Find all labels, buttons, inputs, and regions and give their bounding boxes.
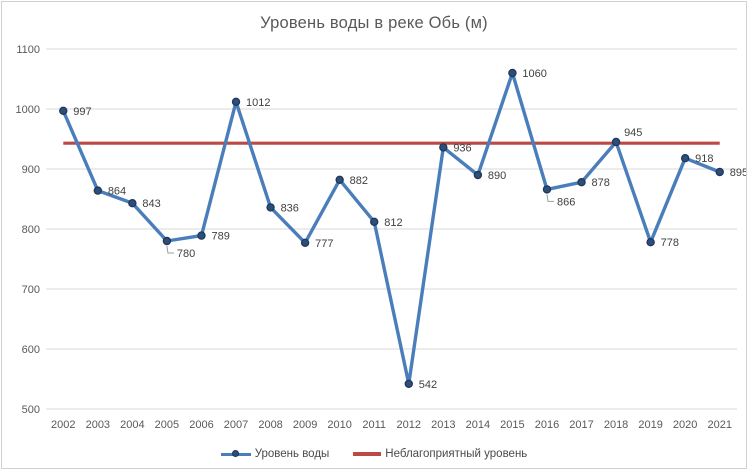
chart-legend: Уровень воды Неблагоприятный уровень <box>2 446 746 462</box>
legend-item-water-level: Уровень воды <box>220 448 330 460</box>
x-tick-label: 2003 <box>86 419 110 431</box>
data-point-label: 882 <box>350 175 368 187</box>
legend-line-marker-icon <box>220 449 251 457</box>
x-tick-label: 2014 <box>466 419 490 431</box>
data-point-marker <box>370 217 379 226</box>
x-tick-label: 2017 <box>569 419 593 431</box>
data-point-marker <box>508 68 517 78</box>
data-point-label: 1012 <box>246 97 270 109</box>
x-tick-label: 2006 <box>189 419 213 431</box>
data-point-label: 918 <box>695 153 713 165</box>
x-tick-label: 2010 <box>327 419 351 431</box>
x-tick-label: 2021 <box>707 419 731 431</box>
x-tick-label: 2020 <box>673 419 697 431</box>
data-point-marker <box>335 175 344 184</box>
y-tick-label: 1000 <box>16 104 40 116</box>
leader-line <box>546 194 554 202</box>
x-tick-label: 2012 <box>397 419 421 431</box>
x-tick-label: 2015 <box>500 419 524 431</box>
data-point-marker <box>404 379 413 388</box>
data-point-label: 945 <box>624 127 642 139</box>
y-tick-label: 600 <box>22 344 40 356</box>
data-point-marker <box>542 185 552 194</box>
x-tick-label: 2019 <box>638 419 662 431</box>
data-point-label: 1060 <box>522 68 546 80</box>
data-point-marker <box>197 231 206 240</box>
x-tick-label: 2008 <box>258 419 282 431</box>
x-tick-label: 2005 <box>155 419 179 431</box>
x-tick-label: 2007 <box>224 419 248 431</box>
data-point-marker <box>715 167 724 177</box>
x-tick-label: 2011 <box>362 419 386 431</box>
data-point-marker <box>577 177 586 187</box>
data-point-label: 778 <box>661 237 679 249</box>
data-point-label: 812 <box>384 217 402 229</box>
y-tick-label: 1100 <box>16 44 40 56</box>
x-tick-label: 2013 <box>431 419 455 431</box>
y-tick-label: 900 <box>22 164 40 176</box>
legend-label-water-level: Уровень воды <box>254 448 330 460</box>
data-point-marker <box>128 198 137 208</box>
data-point-label: 780 <box>177 248 195 260</box>
data-point-label: 777 <box>315 238 333 250</box>
data-point-label: 789 <box>211 231 229 243</box>
legend-item-threshold: Неблагоприятный уровень <box>353 448 527 460</box>
data-point-marker <box>59 106 68 116</box>
data-point-label: 542 <box>419 379 437 391</box>
data-point-marker <box>473 170 483 180</box>
data-point-label: 890 <box>488 170 506 182</box>
legend-label-threshold: Неблагоприятный уровень <box>385 448 528 460</box>
data-point-label: 836 <box>281 202 299 214</box>
y-tick-label: 800 <box>22 224 40 236</box>
chart-title: Уровень воды в реке Обь (м) <box>260 14 488 32</box>
leader-line <box>166 245 174 254</box>
legend-marker-dot-icon <box>231 449 239 457</box>
water-level-line <box>61 71 722 386</box>
data-point-label: 878 <box>592 177 610 189</box>
x-tick-label: 2016 <box>535 419 559 431</box>
data-point-label: 895 <box>730 167 747 179</box>
data-point-marker <box>162 236 172 246</box>
data-point-label: 997 <box>73 106 91 118</box>
data-point-label: 866 <box>557 196 575 208</box>
x-tick-label: 2018 <box>604 419 628 431</box>
data-point-marker <box>611 137 621 147</box>
data-point-marker <box>680 153 690 163</box>
y-tick-label: 700 <box>22 284 40 296</box>
data-point-label: 843 <box>142 198 160 210</box>
data-point-marker <box>231 97 241 107</box>
x-tick-label: 2002 <box>51 419 75 431</box>
x-tick-label: 2009 <box>293 419 317 431</box>
data-point-marker <box>646 237 655 247</box>
y-tick-label: 500 <box>22 404 40 416</box>
legend-line-icon <box>353 452 382 456</box>
data-point-marker <box>439 143 448 152</box>
data-point-marker <box>266 203 275 212</box>
data-point-label: 864 <box>108 186 126 198</box>
data-point-label: 936 <box>453 142 471 154</box>
x-tick-label: 2004 <box>120 419 144 431</box>
data-point-marker <box>300 238 310 247</box>
data-point-marker <box>93 186 103 195</box>
